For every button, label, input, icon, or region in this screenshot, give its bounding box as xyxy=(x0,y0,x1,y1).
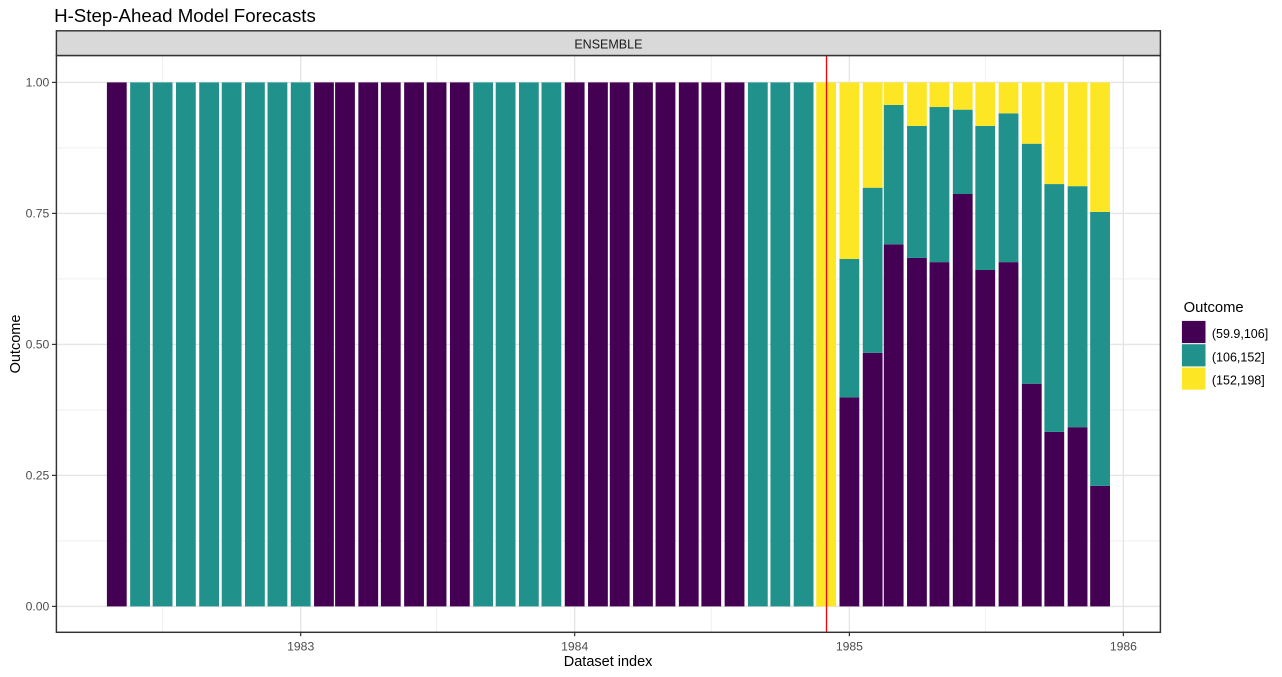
svg-text:0.25: 0.25 xyxy=(26,469,50,483)
svg-text:1.00: 1.00 xyxy=(26,76,50,90)
svg-text:1986: 1986 xyxy=(1110,640,1137,654)
svg-text:(59.9,106]: (59.9,106] xyxy=(1212,327,1268,341)
svg-text:(106,152]: (106,152] xyxy=(1212,350,1265,364)
svg-text:Outcome: Outcome xyxy=(8,315,24,374)
svg-text:Dataset index: Dataset index xyxy=(564,654,653,670)
svg-text:1983: 1983 xyxy=(287,640,314,654)
svg-text:(152,198]: (152,198] xyxy=(1212,374,1265,388)
svg-text:0.00: 0.00 xyxy=(26,600,50,614)
svg-text:0.50: 0.50 xyxy=(26,338,50,352)
svg-text:0.75: 0.75 xyxy=(26,207,50,221)
svg-text:Outcome: Outcome xyxy=(1184,300,1244,316)
svg-text:ENSEMBLE: ENSEMBLE xyxy=(574,38,642,52)
svg-text:1985: 1985 xyxy=(836,640,863,654)
svg-text:H-Step-Ahead Model Forecasts: H-Step-Ahead Model Forecasts xyxy=(54,5,316,26)
svg-text:1984: 1984 xyxy=(561,640,588,654)
